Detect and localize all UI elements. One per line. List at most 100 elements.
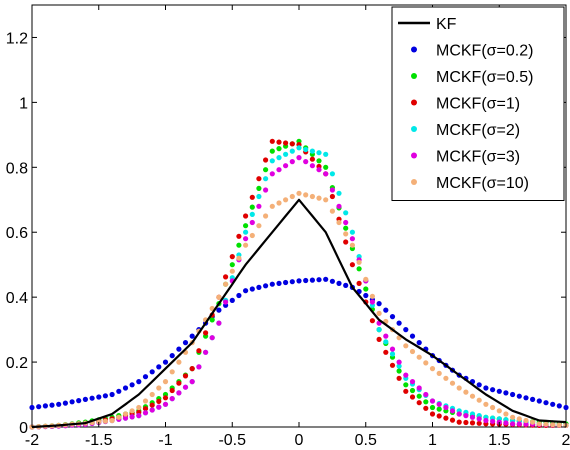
legend-label: MCKF(σ=10): [436, 175, 529, 192]
data-point: [343, 210, 349, 216]
data-point: [156, 385, 162, 391]
data-point: [289, 141, 295, 147]
data-point: [56, 401, 62, 407]
data-point: [509, 414, 516, 420]
data-point: [76, 398, 82, 404]
legend-label: MCKF(σ=0.5): [436, 69, 533, 86]
data-point: [409, 348, 416, 355]
data-point: [343, 282, 349, 288]
x-tick-label: -1: [158, 432, 172, 449]
data-point: [243, 288, 249, 294]
data-point: [449, 380, 456, 386]
data-point: [136, 379, 142, 385]
legend-swatch: [411, 73, 417, 79]
data-point: [563, 404, 569, 411]
data-point: [443, 375, 449, 381]
data-point: [516, 393, 522, 399]
series-layer: [29, 138, 569, 430]
data-point: [303, 192, 309, 198]
series-line: [31, 198, 567, 429]
data-point: [376, 301, 382, 307]
data-point: [329, 278, 335, 284]
y-tick-label: 0.2: [6, 355, 28, 372]
data-point: [223, 274, 229, 280]
data-point: [523, 421, 529, 427]
data-point: [356, 266, 362, 272]
data-point: [483, 385, 489, 391]
y-tick-label: 0.8: [6, 160, 28, 177]
data-point: [490, 387, 496, 393]
data-point: [236, 233, 242, 239]
data-point: [403, 388, 409, 394]
data-point: [436, 401, 442, 407]
data-point: [62, 400, 68, 406]
data-point: [403, 382, 409, 388]
data-point: [136, 404, 142, 411]
data-point: [269, 148, 275, 154]
data-point: [256, 176, 262, 182]
legend-box: [391, 6, 565, 201]
data-point: [203, 349, 209, 355]
y-tick-label: 0.4: [6, 290, 28, 307]
data-point: [376, 336, 382, 342]
data-point: [536, 421, 542, 427]
data-point: [229, 262, 235, 268]
data-point: [403, 327, 409, 333]
data-point: [369, 293, 375, 299]
data-point: [476, 416, 482, 422]
data-point: [276, 155, 282, 161]
data-point: [383, 339, 389, 345]
data-point: [329, 187, 335, 193]
data-point: [329, 208, 335, 214]
data-point: [249, 219, 255, 226]
y-tick-label: 1.2: [6, 30, 28, 47]
legend-label: MCKF(σ=2): [436, 122, 520, 139]
data-point: [383, 307, 389, 313]
data-point: [363, 276, 369, 282]
data-point: [169, 369, 175, 375]
data-point: [509, 391, 516, 398]
data-point: [336, 203, 342, 209]
data-point: [403, 372, 409, 378]
data-point: [329, 171, 335, 177]
data-point: [496, 388, 502, 394]
data-point: [336, 190, 342, 196]
data-point: [469, 420, 476, 426]
data-point: [530, 396, 536, 402]
data-point: [309, 277, 315, 283]
data-point: [122, 411, 129, 417]
data-point: [189, 379, 195, 385]
data-point: [142, 398, 149, 404]
data-point: [396, 368, 402, 374]
data-point: [263, 213, 269, 219]
data-point: [182, 373, 189, 379]
data-point: [536, 398, 542, 404]
data-point: [236, 255, 242, 261]
data-point: [142, 406, 149, 412]
data-point: [136, 413, 142, 419]
series-0: [31, 198, 567, 429]
data-point: [516, 421, 522, 427]
data-point: [122, 415, 129, 421]
data-point: [490, 404, 496, 411]
x-tick-label: 2: [562, 432, 570, 449]
data-point: [283, 163, 289, 169]
data-point: [289, 159, 295, 165]
data-point: [249, 211, 255, 217]
data-point: [169, 353, 175, 359]
data-point: [209, 335, 215, 341]
data-point: [29, 404, 35, 411]
data-point: [156, 398, 162, 404]
data-point: [82, 396, 88, 402]
x-tick-label: -2: [25, 432, 39, 449]
data-point: [343, 231, 349, 237]
x-tick-label: 1: [428, 432, 437, 449]
data-point: [249, 194, 255, 200]
data-point: [456, 411, 462, 417]
data-point: [349, 262, 355, 268]
data-point: [149, 369, 155, 375]
data-point: [289, 193, 295, 200]
data-point: [263, 157, 269, 163]
data-point: [449, 417, 456, 423]
